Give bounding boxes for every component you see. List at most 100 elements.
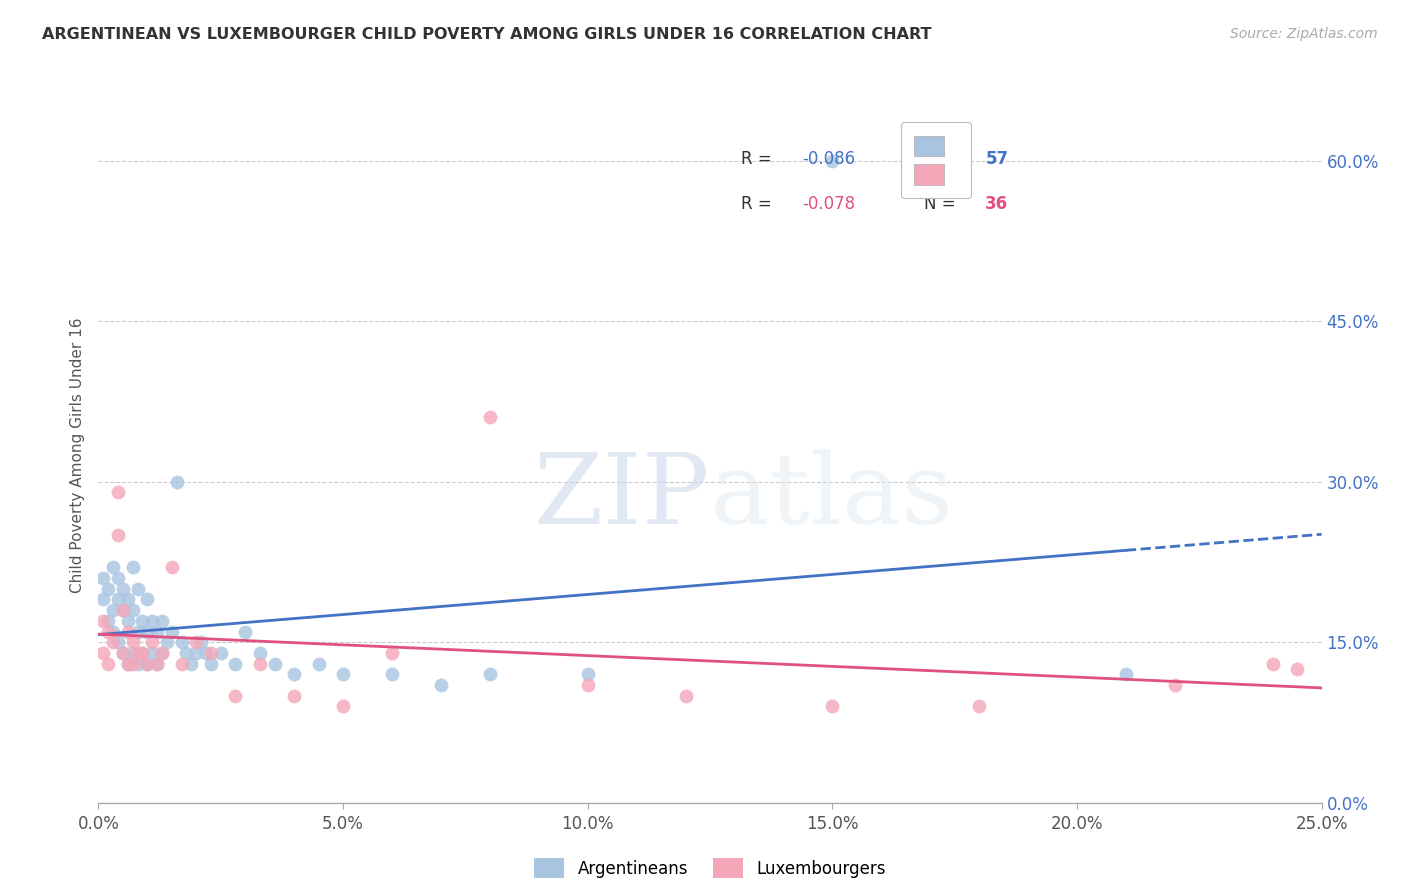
Point <box>107 592 129 607</box>
Text: R =: R = <box>98 802 101 803</box>
Point <box>131 614 153 628</box>
Point <box>166 475 188 489</box>
Point <box>131 646 153 660</box>
Point <box>127 657 149 671</box>
Point <box>170 657 193 671</box>
Point <box>478 667 501 681</box>
Text: ARGENTINEAN VS LUXEMBOURGER CHILD POVERTY AMONG GIRLS UNDER 16 CORRELATION CHART: ARGENTINEAN VS LUXEMBOURGER CHILD POVERT… <box>42 27 932 42</box>
Point <box>967 699 990 714</box>
Point <box>141 614 163 628</box>
Point <box>332 667 354 681</box>
Point <box>146 624 169 639</box>
Point <box>283 689 305 703</box>
Text: 57: 57 <box>986 150 1008 169</box>
Point <box>127 646 149 660</box>
Point <box>200 657 222 671</box>
Point <box>249 646 271 660</box>
Text: R =: R = <box>741 195 776 213</box>
Point <box>107 635 129 649</box>
Point <box>146 657 169 671</box>
Point <box>91 646 114 660</box>
Point <box>821 153 844 168</box>
Point <box>200 646 222 660</box>
Point <box>121 646 143 660</box>
Point <box>107 571 129 585</box>
Text: R =: R = <box>741 150 776 169</box>
Text: -0.086: -0.086 <box>801 150 855 169</box>
Point <box>1261 657 1284 671</box>
Point <box>141 635 163 649</box>
Point <box>249 657 271 671</box>
Point <box>478 410 501 425</box>
Point <box>150 646 173 660</box>
Point <box>224 657 246 671</box>
Y-axis label: Child Poverty Among Girls Under 16: Child Poverty Among Girls Under 16 <box>70 318 86 592</box>
Point <box>233 624 256 639</box>
Point <box>576 667 599 681</box>
Point <box>121 635 143 649</box>
Point <box>381 667 404 681</box>
Point <box>821 699 844 714</box>
Point <box>91 592 114 607</box>
Point <box>127 582 149 596</box>
Point <box>131 646 153 660</box>
Point <box>117 592 139 607</box>
Point <box>117 614 139 628</box>
Point <box>1115 667 1137 681</box>
Point <box>156 635 179 649</box>
Point <box>97 582 120 596</box>
Point <box>101 603 124 617</box>
Point <box>101 635 124 649</box>
Point <box>675 689 697 703</box>
Point <box>117 624 139 639</box>
Legend: Argentineans, Luxembourgers: Argentineans, Luxembourgers <box>527 851 893 885</box>
Point <box>263 657 285 671</box>
Point <box>101 560 124 574</box>
Point <box>176 646 198 660</box>
Point <box>136 657 159 671</box>
Point <box>117 657 139 671</box>
Point <box>224 689 246 703</box>
Point <box>190 635 212 649</box>
Point <box>121 603 143 617</box>
Point <box>180 657 202 671</box>
Point <box>430 678 453 692</box>
Point <box>141 646 163 660</box>
Point <box>160 560 183 574</box>
Point <box>186 646 208 660</box>
Text: atlas: atlas <box>710 449 953 544</box>
Point <box>107 485 129 500</box>
Point <box>150 614 173 628</box>
Point <box>146 657 169 671</box>
Point <box>91 614 114 628</box>
Point <box>150 646 173 660</box>
Point <box>97 657 120 671</box>
Point <box>1164 678 1187 692</box>
Point <box>209 646 232 660</box>
Point <box>170 635 193 649</box>
Point <box>136 592 159 607</box>
Point <box>101 624 124 639</box>
Point <box>308 657 330 671</box>
Text: ZIP: ZIP <box>534 449 710 544</box>
Point <box>160 624 183 639</box>
Point <box>121 560 143 574</box>
Text: N =: N = <box>924 195 960 213</box>
Point <box>111 603 134 617</box>
Point <box>91 571 114 585</box>
Point <box>121 657 143 671</box>
Point <box>1286 662 1309 676</box>
Point <box>332 699 354 714</box>
Text: Source: ZipAtlas.com: Source: ZipAtlas.com <box>1230 27 1378 41</box>
Point <box>111 582 134 596</box>
Point <box>381 646 404 660</box>
Point <box>97 614 120 628</box>
Point <box>283 667 305 681</box>
Point <box>576 678 599 692</box>
Point <box>97 624 120 639</box>
Point <box>136 624 159 639</box>
Text: 36: 36 <box>986 195 1008 213</box>
Point <box>127 624 149 639</box>
Point <box>111 646 134 660</box>
Text: -0.078: -0.078 <box>801 195 855 213</box>
